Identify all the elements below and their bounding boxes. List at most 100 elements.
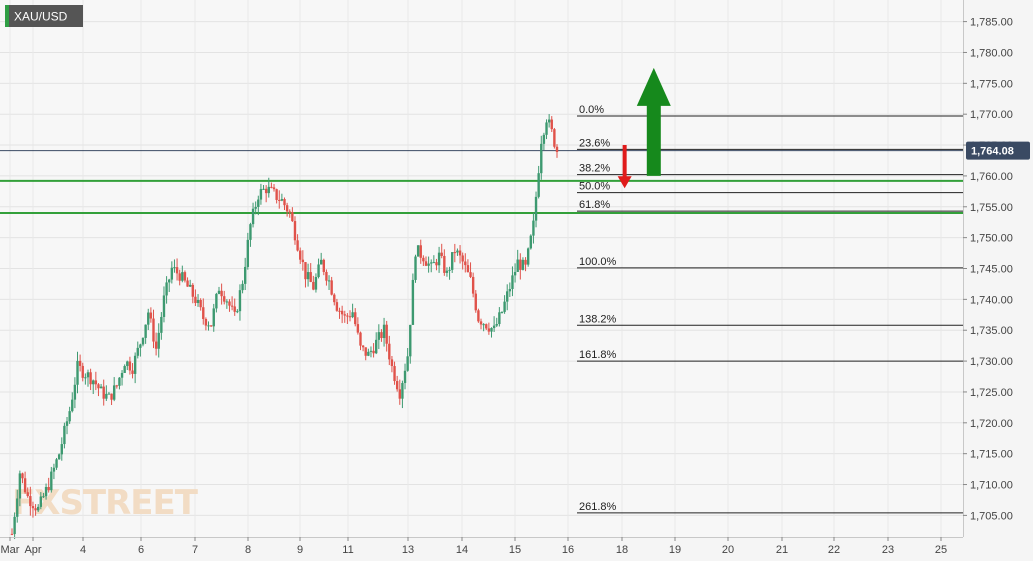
fib-label: 61.8% bbox=[579, 199, 610, 211]
candle-body bbox=[540, 143, 543, 174]
axes: 1,705.00 1,710.00 1,715.00 1,720.00 1,725.00… bbox=[0, 0, 1013, 556]
candle-body bbox=[304, 262, 307, 280]
candle-body bbox=[411, 279, 415, 325]
candle-body bbox=[115, 385, 119, 387]
candle-body bbox=[120, 372, 124, 378]
candle-body bbox=[86, 372, 90, 378]
candle-body bbox=[165, 282, 168, 296]
candle-body bbox=[403, 370, 407, 384]
candle-body bbox=[196, 299, 200, 303]
candle-body bbox=[207, 325, 210, 327]
candle-body bbox=[178, 273, 181, 281]
candle-body bbox=[348, 316, 352, 318]
candle-body bbox=[168, 279, 171, 283]
x-tick-label: 23 bbox=[882, 544, 894, 556]
candle-body bbox=[521, 259, 525, 270]
candle-body bbox=[529, 235, 532, 249]
x-tick-label: 11 bbox=[342, 544, 353, 556]
candle-body bbox=[519, 259, 522, 270]
candle-body bbox=[474, 293, 477, 311]
candle-body bbox=[147, 312, 150, 325]
last-price-label: 1,764.08 bbox=[971, 146, 1014, 158]
y-tick-label: 1,705.00 bbox=[970, 510, 1013, 522]
candle-body bbox=[76, 360, 79, 385]
candle-body bbox=[534, 196, 538, 221]
candle-body bbox=[191, 284, 194, 297]
candle-body bbox=[141, 337, 145, 345]
candle-body bbox=[63, 425, 66, 445]
candle-body bbox=[10, 533, 14, 535]
x-tick-label: 25 bbox=[935, 544, 947, 556]
candle-body bbox=[471, 276, 475, 294]
fib-label: 38.2% bbox=[579, 163, 610, 175]
candle-body bbox=[550, 119, 553, 130]
candle-body bbox=[144, 324, 147, 338]
support-lines bbox=[0, 150, 963, 214]
candle-body bbox=[26, 492, 29, 497]
candle-body bbox=[230, 305, 234, 307]
candle-body bbox=[243, 266, 247, 284]
candle-body bbox=[440, 252, 443, 256]
candle-body bbox=[437, 252, 441, 266]
candle-body bbox=[288, 211, 291, 213]
candle-body bbox=[81, 365, 84, 378]
candle-body bbox=[55, 459, 58, 468]
x-tick-label: 13 bbox=[402, 544, 414, 556]
candle-body bbox=[487, 328, 491, 332]
down-arrow-icon bbox=[617, 145, 632, 189]
candle-body bbox=[110, 393, 113, 400]
candle-body bbox=[123, 366, 126, 373]
x-tick-label: Apr bbox=[24, 544, 41, 556]
fib-label: 23.6% bbox=[579, 137, 610, 149]
candle-body bbox=[401, 383, 404, 399]
candle-body bbox=[21, 473, 24, 479]
candle-body bbox=[309, 272, 312, 282]
candle-body bbox=[375, 339, 378, 354]
x-tick-label: 18 bbox=[616, 544, 628, 556]
candle-body bbox=[225, 301, 229, 303]
candle-body bbox=[13, 516, 16, 535]
x-tick-label: 6 bbox=[138, 544, 144, 556]
candle-body bbox=[461, 255, 464, 262]
candle-body bbox=[154, 341, 158, 349]
candle-body bbox=[162, 295, 166, 317]
overlay: XAU/USD 1,764.08 bbox=[5, 5, 1030, 160]
y-tick-label: 1,745.00 bbox=[970, 264, 1013, 276]
candle-body bbox=[406, 356, 409, 371]
candle-body bbox=[524, 259, 527, 265]
candle-body bbox=[456, 250, 459, 253]
candle-body bbox=[16, 498, 19, 517]
candle-body bbox=[443, 255, 446, 273]
candle-body bbox=[220, 290, 223, 297]
candle-body bbox=[464, 261, 467, 266]
candle-body bbox=[354, 312, 357, 325]
candle-body bbox=[47, 487, 50, 491]
candle-body bbox=[37, 506, 40, 511]
candle-body bbox=[445, 270, 449, 273]
candle-body bbox=[508, 288, 512, 292]
candle-body bbox=[233, 306, 236, 312]
y-tick-label: 1,725.00 bbox=[970, 387, 1013, 399]
candle-body bbox=[65, 421, 69, 426]
grid bbox=[0, 0, 963, 537]
x-tick-label: 22 bbox=[828, 544, 840, 556]
candle-body bbox=[299, 250, 302, 260]
watermark-logo: FXSTREET bbox=[12, 483, 200, 523]
title-accent bbox=[5, 5, 9, 27]
candle-body bbox=[506, 291, 509, 302]
x-tick-label: 20 bbox=[722, 544, 734, 556]
candle-body bbox=[340, 310, 344, 315]
candle-body bbox=[532, 220, 535, 236]
fib-label: 50.0% bbox=[579, 181, 610, 193]
x-tick-label: 19 bbox=[669, 544, 681, 556]
candle-body bbox=[511, 275, 514, 289]
candle-body bbox=[469, 272, 472, 277]
candle-body bbox=[380, 332, 383, 339]
candle-body bbox=[228, 301, 231, 306]
fib-label: 100.0% bbox=[579, 256, 617, 268]
candle-body bbox=[29, 496, 32, 507]
candle-body bbox=[50, 471, 53, 491]
title-box bbox=[5, 5, 83, 27]
candle-body bbox=[102, 386, 105, 399]
y-tick-label: 1,775.00 bbox=[970, 78, 1013, 90]
